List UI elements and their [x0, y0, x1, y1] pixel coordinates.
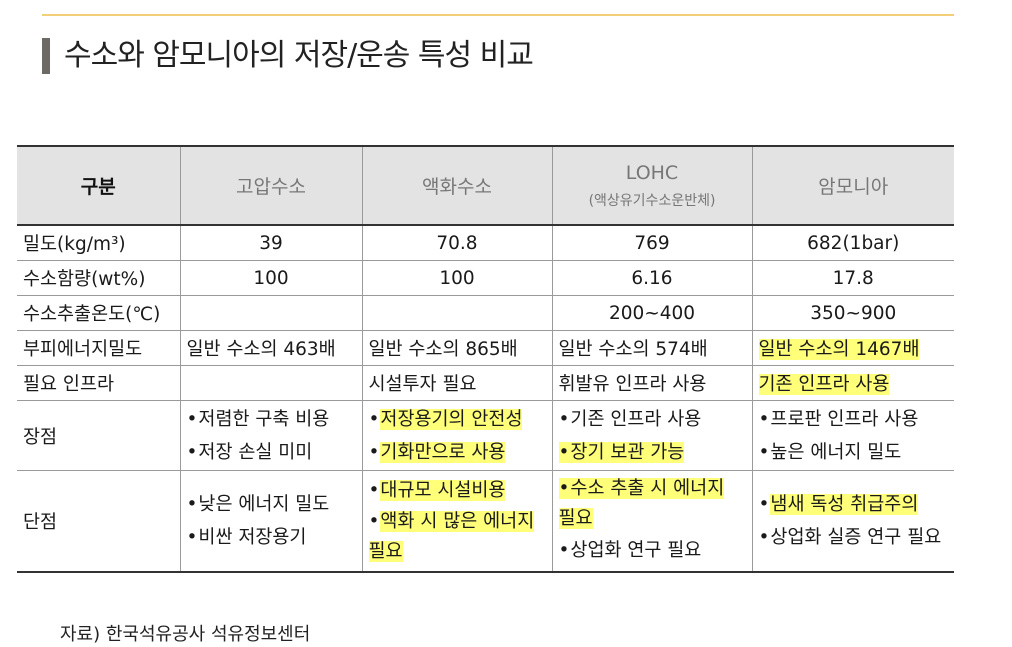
bullet-list: •저장용기의 안전성 •기화만으로 사용 [369, 403, 546, 469]
table-cell: 200~400 [551, 295, 753, 331]
title-accent-bar [42, 38, 50, 74]
table-cell: 일반 수소의 463배 [179, 330, 363, 366]
list-item: •기존 인프라 사용 [558, 408, 702, 430]
list-item: •상업화 실증 연구 필요 [758, 526, 942, 548]
table-cell: 39 [179, 224, 363, 261]
table-cell: •낮은 에너지 밀도 •비싼 저장용기 [179, 470, 363, 573]
table-cell: •저장용기의 안전성 •기화만으로 사용 [361, 400, 553, 471]
header-compressed-hydrogen: 고압수소 [179, 145, 363, 226]
list-item: •저장 손실 미미 [186, 441, 313, 463]
table-cell: •저렴한 구축 비용 •저장 손실 미미 [179, 400, 363, 471]
bullet-list: •대규모 시설비용 •액화 시 많은 에너지 필요 [368, 474, 546, 567]
table-cell: •기존 인프라 사용 •장기 보관 가능 [551, 400, 753, 471]
bullet-list: •프로판 인프라 사용 •높은 에너지 밀도 [759, 403, 949, 469]
row-label: 수소추출온도(℃) [17, 295, 181, 331]
table-cell [179, 365, 363, 401]
bullet-list: •기존 인프라 사용 •장기 보관 가능 [558, 403, 746, 469]
page-title: 수소와 암모니아의 저장/운송 특성 비교 [64, 38, 534, 73]
header-lohc: LOHC (액상유기수소운반체) [551, 145, 753, 226]
highlighted-text: 일반 수소의 1467배 [758, 339, 920, 360]
row-extraction-temp: 수소추출온도(℃) 200~400 350~900 [17, 295, 954, 331]
table-cell: 17.8 [751, 260, 954, 296]
list-item: •저장용기의 안전성 [368, 408, 523, 430]
header-label: 암모니아 [818, 176, 889, 198]
row-disadvantages: 단점 •낮은 에너지 밀도 •비싼 저장용기 •대규모 시설비용 •액화 시 많… [17, 470, 954, 573]
table-cell: 일반 수소의 1467배 [751, 330, 954, 366]
bullet-list: •저렴한 구축 비용 •저장 손실 미미 [187, 403, 356, 469]
highlighted-text: 기존 인프라 사용 [758, 374, 890, 395]
table-cell: 시설투자 필요 [361, 365, 553, 401]
row-density: 밀도(kg/m³) 39 70.8 769 682(1bar) [17, 224, 954, 261]
row-label: 수소함량(wt%) [17, 260, 181, 296]
row-label: 장점 [17, 400, 181, 471]
row-label: 밀도(kg/m³) [17, 224, 181, 261]
row-volumetric-energy: 부피에너지밀도 일반 수소의 463배 일반 수소의 865배 일반 수소의 5… [17, 330, 954, 366]
table-cell: •프로판 인프라 사용 •높은 에너지 밀도 [751, 400, 954, 471]
header-label: 액화수소 [422, 176, 492, 198]
source-note: 자료) 한국석유공사 석유정보센터 [60, 624, 311, 645]
row-required-infra: 필요 인프라 시설투자 필요 휘발유 인프라 사용 기존 인프라 사용 [17, 365, 954, 401]
highlighted-text: 장기 보관 가능 [570, 441, 685, 463]
list-item: •냄새 독성 취급주의 [758, 493, 919, 515]
header-sublabel: (액상유기수소운반체) [588, 192, 716, 209]
row-label: 단점 [17, 470, 181, 573]
header-row: 구분 고압수소 액화수소 LOHC (액상유기수소운반체) 암모니아 [17, 145, 954, 226]
list-item: •장기 보관 가능 [558, 441, 685, 463]
list-item: •높은 에너지 밀도 [758, 441, 902, 463]
list-item: •대규모 시설비용 [368, 480, 506, 502]
list-item: •저렴한 구축 비용 [186, 408, 330, 430]
highlighted-text: 수소 추출 시 에너지 필요 [558, 478, 725, 530]
header-ammonia: 암모니아 [751, 145, 954, 226]
table-cell: 기존 인프라 사용 [751, 365, 954, 401]
table-cell: 일반 수소의 865배 [361, 330, 553, 366]
table-cell: 6.16 [551, 260, 753, 296]
table-cell: 350~900 [751, 295, 954, 331]
highlighted-text: 기화만으로 사용 [380, 441, 506, 463]
table-cell [179, 295, 363, 331]
list-item: •기화만으로 사용 [368, 441, 506, 463]
table-cell: 70.8 [361, 224, 553, 261]
table-cell: 100 [179, 260, 363, 296]
header-liquid-hydrogen: 액화수소 [361, 145, 553, 226]
highlighted-text: 액화 시 많은 에너지 필요 [368, 511, 535, 563]
bullet-list: •냄새 독성 취급주의 •상업화 실증 연구 필요 [759, 488, 949, 554]
table-cell: 682(1bar) [751, 224, 954, 261]
list-item: •낮은 에너지 밀도 [186, 493, 330, 515]
list-item: •상업화 연구 필요 [558, 540, 702, 562]
highlighted-text: 저장용기의 안전성 [380, 408, 523, 430]
highlighted-text: 대규모 시설비용 [380, 480, 506, 502]
comparison-table: 구분 고압수소 액화수소 LOHC (액상유기수소운반체) 암모니아 밀도(kg… [17, 145, 954, 573]
table-cell [361, 295, 553, 331]
list-item: •액화 시 많은 에너지 필요 [368, 511, 535, 563]
table-cell: 769 [551, 224, 753, 261]
row-label: 필요 인프라 [17, 365, 181, 401]
table-cell: •대규모 시설비용 •액화 시 많은 에너지 필요 [361, 470, 553, 573]
highlighted-text: 냄새 독성 취급주의 [770, 493, 919, 515]
header-label: LOHC [625, 161, 679, 184]
row-advantages: 장점 •저렴한 구축 비용 •저장 손실 미미 •저장용기의 안전성 •기화만으… [17, 400, 954, 471]
row-label: 부피에너지밀도 [17, 330, 181, 366]
table-cell: •수소 추출 시 에너지 필요 •상업화 연구 필요 [551, 470, 753, 573]
list-item: •비싼 저장용기 [186, 526, 307, 548]
top-rule [42, 14, 954, 16]
table-cell: 휘발유 인프라 사용 [551, 365, 753, 401]
list-item: •프로판 인프라 사용 [758, 408, 919, 430]
table-cell: 일반 수소의 574배 [551, 330, 753, 366]
bullet-list: •낮은 에너지 밀도 •비싼 저장용기 [187, 488, 356, 554]
row-hydrogen-content: 수소함량(wt%) 100 100 6.16 17.8 [17, 260, 954, 296]
bullet-list: •수소 추출 시 에너지 필요 •상업화 연구 필요 [558, 474, 746, 567]
list-item: •수소 추출 시 에너지 필요 [558, 478, 725, 530]
table-cell: •냄새 독성 취급주의 •상업화 실증 연구 필요 [751, 470, 954, 573]
table-cell: 100 [361, 260, 553, 296]
header-category: 구분 [17, 145, 181, 226]
header-label: 고압수소 [236, 176, 306, 198]
